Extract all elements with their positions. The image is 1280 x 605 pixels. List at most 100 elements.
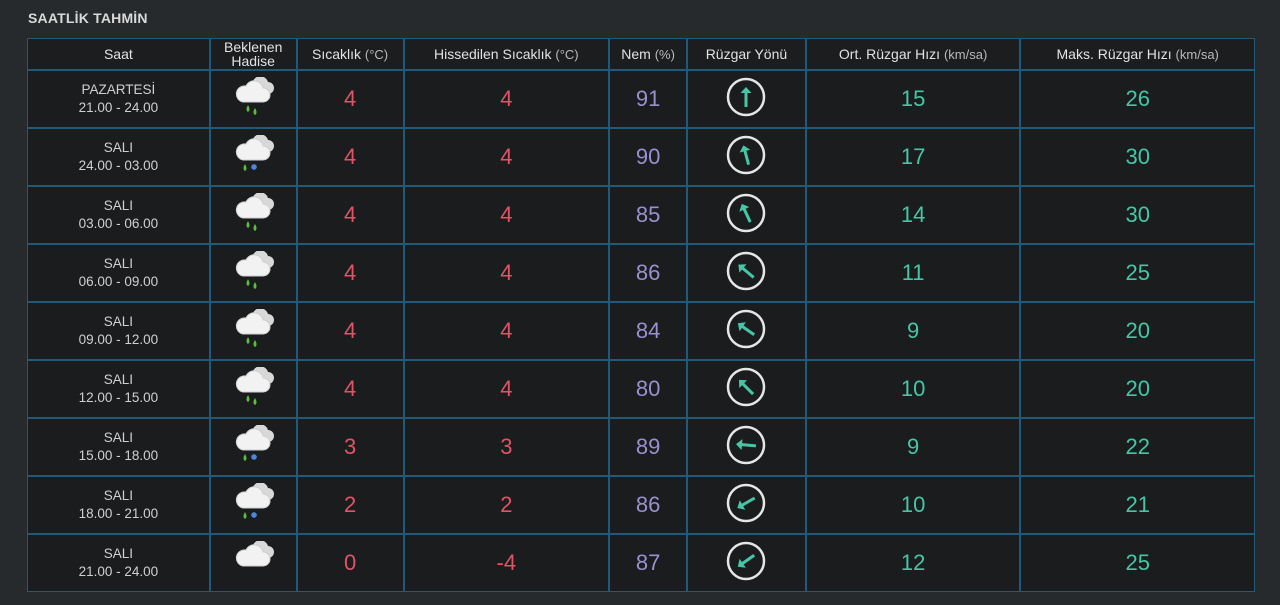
rain-cloud-icon [230,307,276,349]
temperature-cell: 0 [298,535,405,591]
table-row: SALI 21.00 - 24.00 0 -4 87 12 25 [28,535,1254,591]
temperature-cell: 4 [297,129,405,187]
wind-direction-arrow-icon [725,540,767,582]
wind-direction-arrow-icon [725,192,767,234]
header-humidity: Nem (%) [610,39,689,71]
day-label: SALI [103,488,133,503]
max-wind-cell: 26 [1021,71,1254,129]
time-cell: SALI 21.00 - 24.00 [28,535,211,591]
avg-wind-cell: 10 [806,361,1022,419]
table-row: SALI 09.00 - 12.00 4 4 84 9 20 [28,303,1254,361]
time-cell: SALI 12.00 - 15.00 [28,361,211,419]
wind-direction-arrow-icon [725,308,767,350]
time-range: 24.00 - 03.00 [78,158,159,173]
expected-event-cell [210,361,298,419]
avg-wind-cell: 11 [806,245,1022,303]
header-wind-direction: Rüzgar Yönü [688,39,807,71]
temperature-cell: 4 [297,303,405,361]
header-expected-event: Beklenen Hadise [210,39,298,71]
temperature-cell: 4 [297,361,405,419]
feels-like-cell: 4 [404,361,611,419]
humidity-cell: 84 [610,303,689,361]
max-wind-cell: 22 [1021,419,1254,477]
time-range: 12.00 - 15.00 [78,390,159,405]
avg-wind-cell: 9 [806,419,1022,477]
feels-like-cell: 2 [404,477,611,535]
table-row: SALI 15.00 - 18.00 3 3 89 9 22 [28,419,1254,477]
wind-direction-arrow-icon [725,482,767,524]
feels-like-cell: 4 [404,303,611,361]
avg-wind-cell: 12 [807,535,1022,591]
wind-direction-cell [688,245,807,303]
temperature-cell: 4 [297,71,405,129]
expected-event-cell [210,187,298,245]
wind-direction-cell [688,361,807,419]
wind-direction-arrow-icon [725,424,767,466]
table-row: SALI 03.00 - 06.00 4 4 85 14 30 [28,187,1254,245]
time-cell: SALI 24.00 - 03.00 [28,129,211,187]
avg-wind-cell: 17 [806,129,1022,187]
day-label: SALI [103,256,133,271]
hourly-forecast-table: Saat Beklenen Hadise Sıcaklık (°C) Hissed… [27,38,1255,592]
wind-direction-cell [688,535,807,591]
wind-direction-cell [688,303,807,361]
wind-direction-cell [688,419,807,477]
max-wind-cell: 20 [1021,303,1254,361]
max-wind-cell: 21 [1021,477,1254,535]
max-wind-cell: 30 [1021,187,1254,245]
time-cell: SALI 15.00 - 18.00 [28,419,211,477]
header-max-wind: Maks. Rüzgar Hızı (km/sa) [1021,39,1254,71]
table-row: SALI 06.00 - 09.00 4 4 86 11 25 [28,245,1254,303]
humidity-cell: 91 [610,71,689,129]
time-range: 21.00 - 24.00 [78,100,159,115]
humidity-cell: 90 [610,129,689,187]
day-label: SALI [103,546,133,561]
expected-event-cell [210,129,298,187]
header-avg-wind: Ort. Rüzgar Hızı (km/sa) [806,39,1022,71]
header-time: Saat [28,39,211,71]
expected-event-cell [210,419,298,477]
table-row: SALI 24.00 - 03.00 4 4 90 17 30 [28,129,1254,187]
sleet-cloud-icon [230,133,276,175]
day-label: SALI [103,372,133,387]
temperature-cell: 4 [297,245,405,303]
temperature-cell: 4 [297,187,405,245]
table-row: SALI 18.00 - 21.00 2 2 86 10 21 [28,477,1254,535]
day-label: SALI [103,198,133,213]
expected-event-cell [210,303,298,361]
feels-like-cell: -4 [405,535,611,591]
rain-cloud-icon [230,75,276,117]
time-range: 15.00 - 18.00 [78,448,159,463]
time-cell: SALI 09.00 - 12.00 [28,303,211,361]
wind-direction-arrow-icon [725,134,767,176]
max-wind-cell: 20 [1021,361,1254,419]
wind-direction-cell [688,71,807,129]
table-row: PAZARTESİ 21.00 - 24.00 4 4 91 15 26 [28,71,1254,129]
section-title: SAATLİK TAHMİN [28,10,148,26]
time-range: 21.00 - 24.00 [78,564,159,579]
day-label: SALI [103,314,133,329]
day-label: PAZARTESİ [81,82,156,97]
time-range: 06.00 - 09.00 [78,274,159,289]
feels-like-cell: 4 [404,71,611,129]
feels-like-cell: 4 [404,187,611,245]
wind-direction-arrow-icon [725,76,767,118]
humidity-cell: 86 [610,245,689,303]
max-wind-cell: 30 [1021,129,1254,187]
day-label: SALI [103,140,133,155]
wind-direction-arrow-icon [725,366,767,408]
avg-wind-cell: 10 [806,477,1022,535]
temperature-cell: 3 [297,419,405,477]
max-wind-cell: 25 [1125,550,1150,575]
wind-direction-cell [688,187,807,245]
expected-event-cell [210,245,298,303]
wind-direction-cell [688,129,807,187]
rain-cloud-icon [230,191,276,233]
time-range: 03.00 - 06.00 [78,216,159,231]
feels-like-cell: 3 [404,419,611,477]
avg-wind-cell: 9 [806,303,1022,361]
time-range: 09.00 - 12.00 [78,332,159,347]
header-temperature: Sıcaklık (°C) [297,39,405,71]
humidity-cell: 80 [610,361,689,419]
cloud-icon [230,539,276,581]
